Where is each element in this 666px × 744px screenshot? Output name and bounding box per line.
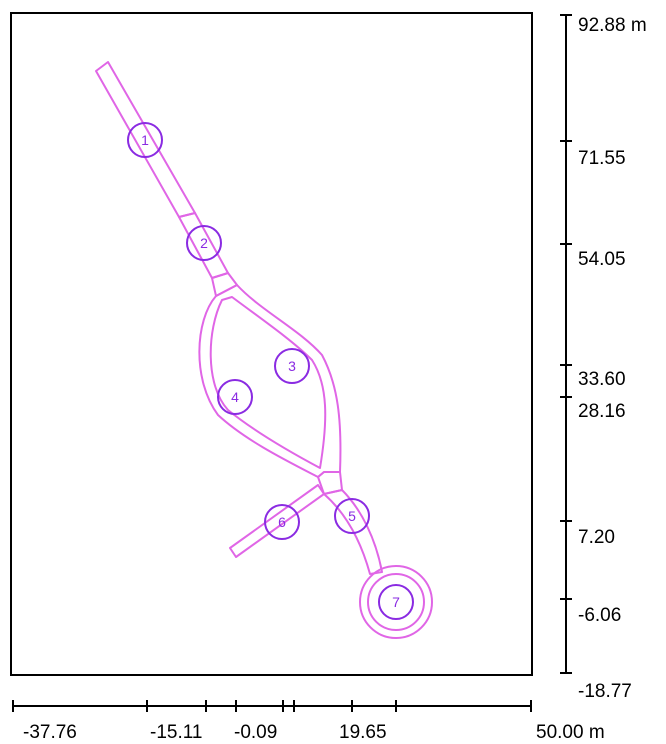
marker-4-label: 4: [231, 389, 239, 405]
terminal-circle-inner: [367, 573, 425, 631]
marker-7: 7: [378, 584, 414, 620]
y-axis: [560, 14, 572, 674]
y-tick-label-3: 33.60: [578, 369, 626, 390]
loop-outer: [198, 284, 342, 478]
branch-to-6: [229, 484, 325, 558]
loop-inner: [209, 296, 327, 469]
plot-frame: [10, 12, 533, 676]
y-tick-label-4: 28.16: [578, 401, 626, 422]
pathway-network: [95, 61, 433, 639]
marker-5-label: 5: [348, 508, 356, 524]
marker-3: 3: [274, 348, 310, 384]
x-tick-label-1: -15.11: [150, 722, 202, 743]
x-tick-label-4: 50.00 m: [536, 722, 605, 743]
x-tick-label-0: -37.76: [23, 722, 77, 743]
y-tick-label-2: 54.05: [578, 249, 626, 270]
marker-1-label: 1: [141, 132, 149, 148]
terminal-circle-outer: [359, 565, 433, 639]
marker-5: 5: [334, 498, 370, 534]
x-tick-label-3: 19.65: [339, 722, 387, 743]
y-tick-label-1: 71.55: [578, 148, 626, 169]
marker-7-label: 7: [392, 594, 400, 610]
marker-1: 1: [127, 122, 163, 158]
x-axis: [12, 700, 532, 712]
y-tick-label-7: -18.77: [578, 681, 632, 702]
marker-2: 2: [186, 225, 222, 261]
x-tick-label-2: -0.09: [234, 722, 277, 743]
y-tick-label-6: -6.06: [578, 605, 621, 626]
marker-6: 6: [264, 504, 300, 540]
y-tick-label-0: 92.88 m: [578, 15, 647, 36]
marker-2-label: 2: [200, 235, 208, 251]
marker-3-label: 3: [288, 358, 296, 374]
y-tick-label-5: 7.20: [578, 527, 615, 548]
marker-6-label: 6: [278, 514, 286, 530]
marker-4: 4: [217, 379, 253, 415]
branch-to-7: [323, 489, 383, 575]
